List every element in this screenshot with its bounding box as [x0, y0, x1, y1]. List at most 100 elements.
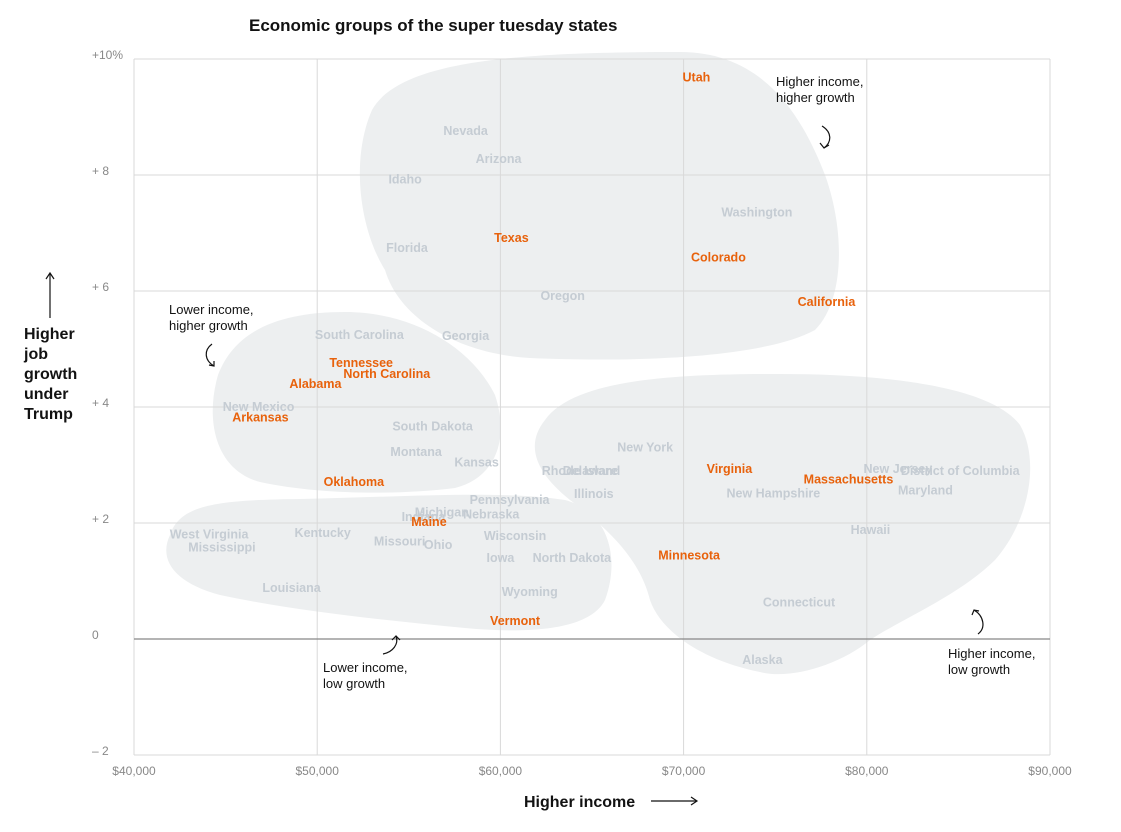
state-label: Kansas [454, 456, 499, 470]
y-axis-title-line: Higher [24, 326, 75, 343]
chart-title: Economic groups of the super tuesday sta… [249, 16, 617, 35]
state-label: Vermont [490, 614, 541, 628]
state-label: Minnesota [658, 548, 721, 562]
arrowhead-icon [208, 361, 215, 367]
state-label: Texas [494, 231, 529, 245]
annotation-line: low growth [323, 676, 385, 691]
arrowhead-icon [971, 609, 980, 616]
curved-arrow-icon [973, 609, 984, 635]
state-label: New York [617, 441, 673, 455]
y-axis-title-line: job [23, 346, 48, 363]
state-label: Utah [683, 71, 711, 85]
state-label: District of Columbia [901, 464, 1021, 478]
group-shape-lower-income-higher-growth [212, 312, 501, 493]
group-shapes [166, 52, 1031, 675]
annotation-line: Higher income, [948, 646, 1035, 661]
annotation-line: Higher income, [776, 74, 863, 89]
x-tick-label: $90,000 [1028, 764, 1072, 778]
state-label: Hawaii [851, 523, 891, 537]
state-label: West Virginia [170, 528, 250, 542]
state-label: Mississippi [188, 540, 255, 554]
x-axis-title-text: Higher income [524, 794, 635, 811]
x-tick-label: $50,000 [296, 764, 340, 778]
state-label: Florida [386, 241, 429, 255]
arrowhead-icon [690, 796, 699, 806]
state-label: Oregon [540, 289, 584, 303]
state-label: Missouri [374, 535, 425, 549]
axis-ticks: $40,000 $50,000 $60,000 $70,000 $80,000 $90,0… [92, 48, 1072, 778]
x-tick-label: $40,000 [112, 764, 156, 778]
state-label: Washington [721, 206, 792, 220]
state-label: Colorado [691, 250, 746, 264]
group-shape-higher-income-low-growth [534, 374, 1031, 675]
arrowhead-icon [391, 635, 401, 641]
state-label: Arizona [476, 152, 523, 166]
state-label: Maine [411, 515, 446, 529]
state-label: Tennessee [329, 356, 393, 370]
state-label: New Hampshire [726, 486, 820, 500]
state-label: Illinois [574, 487, 614, 501]
arrowhead-icon [819, 142, 830, 149]
state-label: North Carolina [343, 367, 431, 381]
state-label: New Jersey [864, 462, 933, 476]
arrowhead-icon [45, 271, 55, 280]
state-label: Virginia [707, 462, 754, 476]
annotation-higher-income-low-growth: Higher income, low growth [948, 609, 1035, 677]
x-tick-label: $60,000 [479, 764, 523, 778]
state-label: New Mexico [223, 400, 295, 414]
y-tick-label: + 8 [92, 164, 109, 178]
annotation-line: higher growth [776, 90, 855, 105]
state-label: Alaska [742, 653, 783, 667]
y-tick-label: + 4 [92, 396, 109, 410]
state-label: South Carolina [315, 328, 405, 342]
x-tick-label: $80,000 [845, 764, 889, 778]
annotation-line: higher growth [169, 318, 248, 333]
state-label: Ohio [424, 538, 453, 552]
state-label: Michigan [415, 506, 469, 520]
state-label: Massachusetts [804, 473, 894, 487]
y-tick-label: + 6 [92, 280, 109, 294]
group-shape-higher-income-higher-growth [359, 52, 839, 360]
state-label: South Dakota [392, 420, 474, 434]
y-axis-title-line: under [24, 386, 68, 403]
y-tick-label: – 2 [92, 744, 109, 758]
state-label: Wyoming [502, 585, 558, 599]
gridlines [133, 58, 1051, 756]
y-axis-title: Higher job growth under Trump [23, 271, 77, 423]
state-label: Arkansas [232, 410, 288, 424]
state-label: Indiana [402, 510, 447, 524]
state-label: Iowa [487, 551, 516, 565]
state-label: Georgia [442, 329, 490, 343]
state-label: Rhode Island [542, 464, 620, 478]
state-label: California [798, 295, 857, 309]
annotation-line: low growth [948, 662, 1010, 677]
state-label: Pennsylvania [470, 493, 551, 507]
annotation-lower-income-higher-growth: Lower income, higher growth [169, 302, 254, 367]
state-label: Kentucky [295, 526, 351, 540]
annotation-lower-income-low-growth: Lower income, low growth [323, 635, 408, 691]
state-label: North Dakota [533, 551, 613, 565]
curved-arrow-icon [382, 635, 398, 655]
y-tick-label: + 2 [92, 512, 109, 526]
y-tick-label: +10% [92, 48, 123, 62]
state-label: Maryland [898, 484, 953, 498]
state-label: Nevada [443, 124, 489, 138]
y-tick-label: 0 [92, 628, 99, 642]
annotation-line: Lower income, [169, 302, 254, 317]
state-label: Wisconsin [484, 529, 546, 543]
x-axis-title: Higher income [524, 794, 699, 811]
annotation-line: Lower income, [323, 660, 408, 675]
state-label: Idaho [388, 173, 422, 187]
y-axis-title-line: growth [24, 366, 77, 383]
curved-arrow-icon [205, 343, 215, 367]
y-axis-title-line: Trump [24, 406, 73, 423]
state-label: Nebraska [463, 507, 520, 521]
state-label: Delaware [563, 464, 618, 478]
state-label: Oklahoma [324, 475, 385, 489]
state-label: Alabama [289, 377, 342, 391]
annotation-higher-income-higher-growth: Higher income, higher growth [776, 74, 863, 149]
state-label: Connecticut [763, 595, 836, 609]
state-label: Montana [390, 445, 442, 459]
state-label: Louisiana [262, 581, 321, 595]
